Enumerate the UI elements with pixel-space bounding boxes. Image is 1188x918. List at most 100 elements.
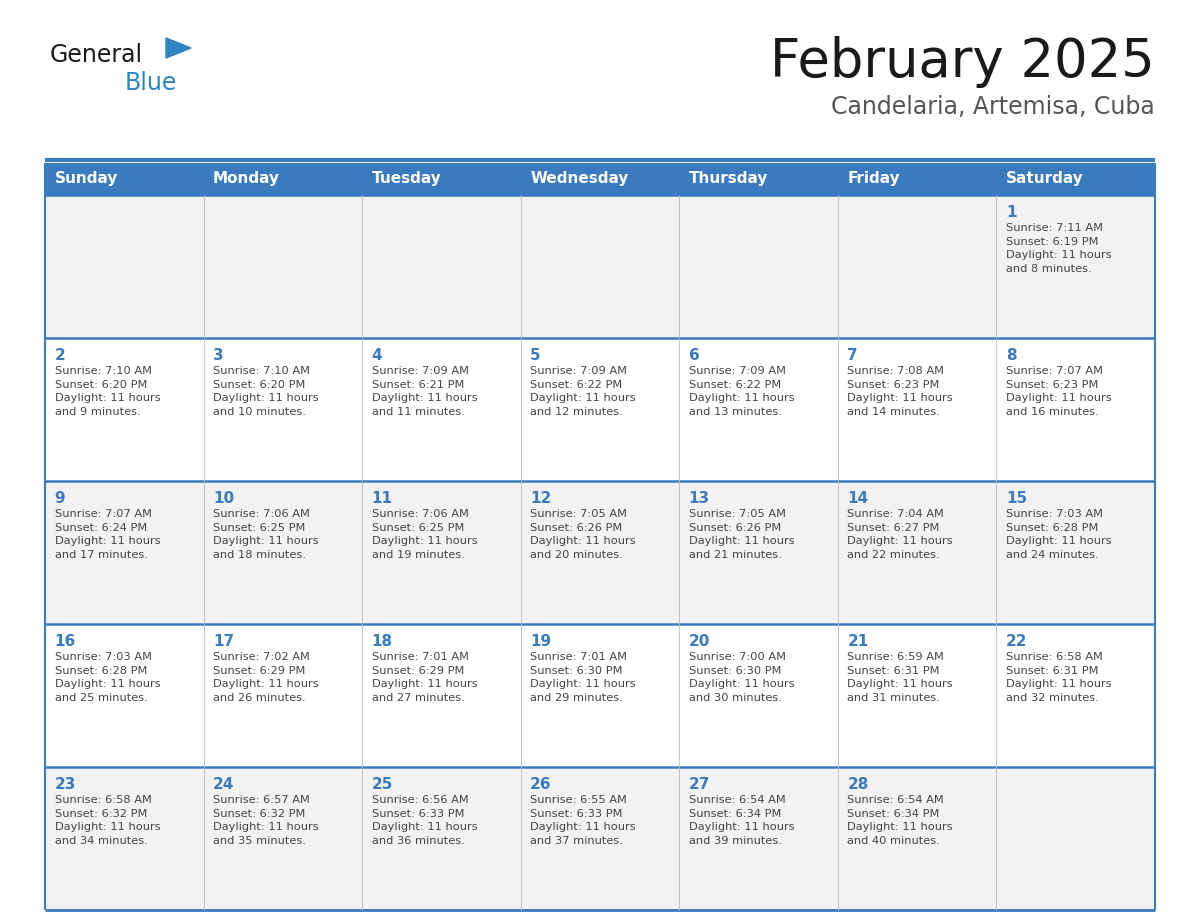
Text: Sunrise: 7:03 AM
Sunset: 6:28 PM
Daylight: 11 hours
and 25 minutes.: Sunrise: 7:03 AM Sunset: 6:28 PM Dayligh…: [55, 652, 160, 703]
Text: Sunrise: 7:02 AM
Sunset: 6:29 PM
Daylight: 11 hours
and 26 minutes.: Sunrise: 7:02 AM Sunset: 6:29 PM Dayligh…: [213, 652, 318, 703]
Bar: [45, 195, 203, 338]
Text: Sunrise: 7:10 AM
Sunset: 6:20 PM
Daylight: 11 hours
and 9 minutes.: Sunrise: 7:10 AM Sunset: 6:20 PM Dayligh…: [55, 366, 160, 417]
Bar: [203, 481, 362, 624]
Bar: [997, 767, 1155, 910]
Text: Sunrise: 7:09 AM
Sunset: 6:22 PM
Daylight: 11 hours
and 12 minutes.: Sunrise: 7:09 AM Sunset: 6:22 PM Dayligh…: [530, 366, 636, 417]
Text: Sunrise: 7:07 AM
Sunset: 6:23 PM
Daylight: 11 hours
and 16 minutes.: Sunrise: 7:07 AM Sunset: 6:23 PM Dayligh…: [1006, 366, 1112, 417]
Text: 9: 9: [55, 491, 65, 506]
Text: Sunrise: 7:09 AM
Sunset: 6:21 PM
Daylight: 11 hours
and 11 minutes.: Sunrise: 7:09 AM Sunset: 6:21 PM Dayligh…: [372, 366, 478, 417]
Bar: [997, 163, 1155, 195]
Bar: [45, 481, 203, 624]
Text: Candelaria, Artemisa, Cuba: Candelaria, Artemisa, Cuba: [832, 95, 1155, 119]
Text: 26: 26: [530, 777, 551, 792]
Text: Sunrise: 7:05 AM
Sunset: 6:26 PM
Daylight: 11 hours
and 21 minutes.: Sunrise: 7:05 AM Sunset: 6:26 PM Dayligh…: [689, 509, 795, 560]
Text: Thursday: Thursday: [689, 172, 769, 186]
Text: Sunrise: 6:54 AM
Sunset: 6:34 PM
Daylight: 11 hours
and 39 minutes.: Sunrise: 6:54 AM Sunset: 6:34 PM Dayligh…: [689, 795, 795, 845]
Bar: [838, 624, 997, 767]
Text: Sunrise: 7:00 AM
Sunset: 6:30 PM
Daylight: 11 hours
and 30 minutes.: Sunrise: 7:00 AM Sunset: 6:30 PM Dayligh…: [689, 652, 795, 703]
Text: 3: 3: [213, 348, 223, 363]
Text: 27: 27: [689, 777, 710, 792]
Text: 28: 28: [847, 777, 868, 792]
Text: Sunrise: 6:59 AM
Sunset: 6:31 PM
Daylight: 11 hours
and 31 minutes.: Sunrise: 6:59 AM Sunset: 6:31 PM Dayligh…: [847, 652, 953, 703]
Text: 23: 23: [55, 777, 76, 792]
Bar: [520, 195, 680, 338]
Bar: [838, 195, 997, 338]
Text: Sunrise: 7:07 AM
Sunset: 6:24 PM
Daylight: 11 hours
and 17 minutes.: Sunrise: 7:07 AM Sunset: 6:24 PM Dayligh…: [55, 509, 160, 560]
Bar: [838, 767, 997, 910]
Text: 5: 5: [530, 348, 541, 363]
Bar: [680, 195, 838, 338]
Bar: [362, 163, 520, 195]
Text: 15: 15: [1006, 491, 1028, 506]
Text: Sunrise: 7:09 AM
Sunset: 6:22 PM
Daylight: 11 hours
and 13 minutes.: Sunrise: 7:09 AM Sunset: 6:22 PM Dayligh…: [689, 366, 795, 417]
Text: 20: 20: [689, 634, 710, 649]
Text: 13: 13: [689, 491, 710, 506]
Text: General: General: [50, 43, 143, 67]
Bar: [362, 767, 520, 910]
Text: 22: 22: [1006, 634, 1028, 649]
Bar: [520, 338, 680, 481]
Text: 24: 24: [213, 777, 234, 792]
Bar: [520, 163, 680, 195]
Text: 1: 1: [1006, 205, 1017, 220]
Text: Sunrise: 7:08 AM
Sunset: 6:23 PM
Daylight: 11 hours
and 14 minutes.: Sunrise: 7:08 AM Sunset: 6:23 PM Dayligh…: [847, 366, 953, 417]
Text: Sunrise: 7:04 AM
Sunset: 6:27 PM
Daylight: 11 hours
and 22 minutes.: Sunrise: 7:04 AM Sunset: 6:27 PM Dayligh…: [847, 509, 953, 560]
Text: Sunrise: 7:01 AM
Sunset: 6:30 PM
Daylight: 11 hours
and 29 minutes.: Sunrise: 7:01 AM Sunset: 6:30 PM Dayligh…: [530, 652, 636, 703]
Bar: [838, 163, 997, 195]
Text: 19: 19: [530, 634, 551, 649]
Text: Tuesday: Tuesday: [372, 172, 442, 186]
Bar: [838, 481, 997, 624]
Text: 2: 2: [55, 348, 65, 363]
Polygon shape: [166, 38, 191, 58]
Text: Sunday: Sunday: [55, 172, 118, 186]
Bar: [997, 195, 1155, 338]
Bar: [680, 163, 838, 195]
Bar: [680, 624, 838, 767]
Text: 21: 21: [847, 634, 868, 649]
Bar: [203, 195, 362, 338]
Text: 18: 18: [372, 634, 393, 649]
Bar: [680, 338, 838, 481]
Text: Sunrise: 7:06 AM
Sunset: 6:25 PM
Daylight: 11 hours
and 19 minutes.: Sunrise: 7:06 AM Sunset: 6:25 PM Dayligh…: [372, 509, 478, 560]
Bar: [362, 481, 520, 624]
Bar: [997, 624, 1155, 767]
Text: 11: 11: [372, 491, 393, 506]
Text: 12: 12: [530, 491, 551, 506]
Text: Sunrise: 7:03 AM
Sunset: 6:28 PM
Daylight: 11 hours
and 24 minutes.: Sunrise: 7:03 AM Sunset: 6:28 PM Dayligh…: [1006, 509, 1112, 560]
Text: Friday: Friday: [847, 172, 901, 186]
Text: Sunrise: 7:06 AM
Sunset: 6:25 PM
Daylight: 11 hours
and 18 minutes.: Sunrise: 7:06 AM Sunset: 6:25 PM Dayligh…: [213, 509, 318, 560]
Text: 17: 17: [213, 634, 234, 649]
Text: Sunrise: 7:05 AM
Sunset: 6:26 PM
Daylight: 11 hours
and 20 minutes.: Sunrise: 7:05 AM Sunset: 6:26 PM Dayligh…: [530, 509, 636, 560]
Text: 4: 4: [372, 348, 383, 363]
Text: 7: 7: [847, 348, 858, 363]
Bar: [680, 481, 838, 624]
Text: Sunrise: 6:55 AM
Sunset: 6:33 PM
Daylight: 11 hours
and 37 minutes.: Sunrise: 6:55 AM Sunset: 6:33 PM Dayligh…: [530, 795, 636, 845]
Bar: [45, 624, 203, 767]
Text: Blue: Blue: [125, 71, 177, 95]
Text: 8: 8: [1006, 348, 1017, 363]
Bar: [45, 338, 203, 481]
Bar: [520, 767, 680, 910]
Text: Sunrise: 6:58 AM
Sunset: 6:31 PM
Daylight: 11 hours
and 32 minutes.: Sunrise: 6:58 AM Sunset: 6:31 PM Dayligh…: [1006, 652, 1112, 703]
Bar: [997, 481, 1155, 624]
Bar: [997, 338, 1155, 481]
Bar: [362, 624, 520, 767]
Text: Sunrise: 7:01 AM
Sunset: 6:29 PM
Daylight: 11 hours
and 27 minutes.: Sunrise: 7:01 AM Sunset: 6:29 PM Dayligh…: [372, 652, 478, 703]
Text: Saturday: Saturday: [1006, 172, 1083, 186]
Text: Sunrise: 6:57 AM
Sunset: 6:32 PM
Daylight: 11 hours
and 35 minutes.: Sunrise: 6:57 AM Sunset: 6:32 PM Dayligh…: [213, 795, 318, 845]
Bar: [680, 767, 838, 910]
Text: Sunrise: 6:58 AM
Sunset: 6:32 PM
Daylight: 11 hours
and 34 minutes.: Sunrise: 6:58 AM Sunset: 6:32 PM Dayligh…: [55, 795, 160, 845]
Text: Wednesday: Wednesday: [530, 172, 628, 186]
Text: Sunrise: 7:11 AM
Sunset: 6:19 PM
Daylight: 11 hours
and 8 minutes.: Sunrise: 7:11 AM Sunset: 6:19 PM Dayligh…: [1006, 223, 1112, 274]
Bar: [520, 481, 680, 624]
Text: 25: 25: [372, 777, 393, 792]
Bar: [203, 163, 362, 195]
Text: Sunrise: 6:56 AM
Sunset: 6:33 PM
Daylight: 11 hours
and 36 minutes.: Sunrise: 6:56 AM Sunset: 6:33 PM Dayligh…: [372, 795, 478, 845]
Bar: [520, 624, 680, 767]
Text: February 2025: February 2025: [770, 36, 1155, 88]
Bar: [45, 767, 203, 910]
Bar: [203, 767, 362, 910]
Text: 14: 14: [847, 491, 868, 506]
Text: Monday: Monday: [213, 172, 280, 186]
Bar: [838, 338, 997, 481]
